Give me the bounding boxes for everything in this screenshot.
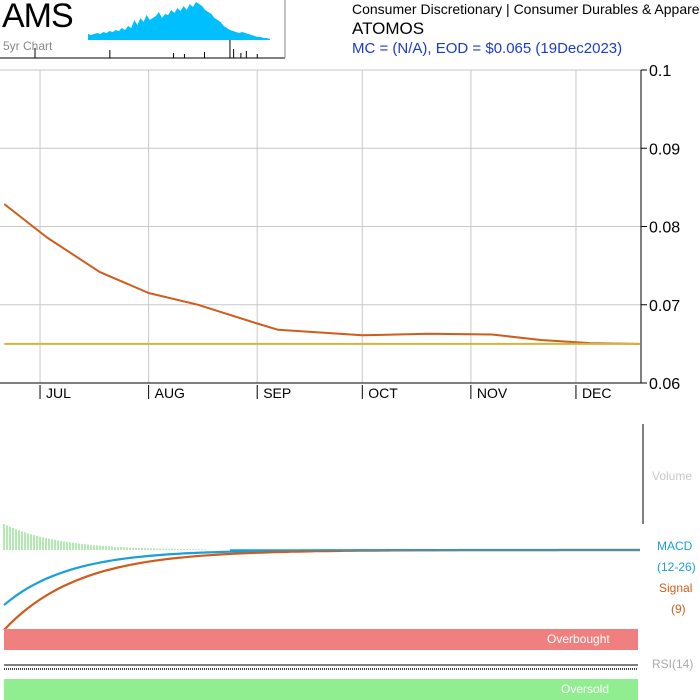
y-tick-label: 0.1 xyxy=(649,63,671,80)
y-tick-label: 0.09 xyxy=(649,141,680,158)
oversold-label: Oversold xyxy=(561,682,610,696)
sector-industry: Consumer Discretionary | Consumer Durabl… xyxy=(352,1,700,17)
thumbnail-label[interactable]: 5yr Chart xyxy=(3,39,53,53)
x-tick-label: JUL xyxy=(46,385,71,401)
x-tick-label: OCT xyxy=(368,385,398,401)
rsi-panel xyxy=(4,629,638,700)
overbought-label: Overbought xyxy=(547,632,610,646)
y-tick-label: 0.07 xyxy=(649,298,680,315)
x-tick-label: NOV xyxy=(477,385,508,401)
price-grid xyxy=(0,69,641,384)
x-tick-label: DEC xyxy=(582,385,612,401)
macd-label: MACD xyxy=(657,539,693,553)
overbought-band xyxy=(4,629,638,650)
price-axes: JUL AUG SEP OCT NOV DEC 0.1 0.09 0.08 0.07 0.06 xyxy=(0,63,680,401)
volume-label: Volume xyxy=(652,469,693,483)
y-tick-label: 0.08 xyxy=(649,220,680,237)
ticker-symbol: AMS xyxy=(2,0,74,35)
company-name: ATOMOS xyxy=(352,19,425,38)
macd-line xyxy=(3,548,640,606)
price-series xyxy=(4,203,640,345)
market-cap-eod: MC = (N/A), EOD = $0.065 (19Dec2023) xyxy=(352,40,623,57)
oversold-band xyxy=(4,679,638,700)
macd-panel xyxy=(3,424,644,631)
x-tick-label: AUG xyxy=(155,385,185,401)
price-line xyxy=(4,203,640,345)
thumbnail-area xyxy=(88,2,270,40)
signal-label: Signal xyxy=(659,581,693,595)
signal-parameter: (9) xyxy=(671,602,686,616)
rsi-label: RSI(14) xyxy=(652,657,694,671)
macd-parameters: (12-26) xyxy=(657,560,696,574)
y-tick-label: 0.06 xyxy=(649,376,680,393)
x-tick-label: SEP xyxy=(263,385,291,401)
five-year-thumbnail xyxy=(0,0,286,59)
